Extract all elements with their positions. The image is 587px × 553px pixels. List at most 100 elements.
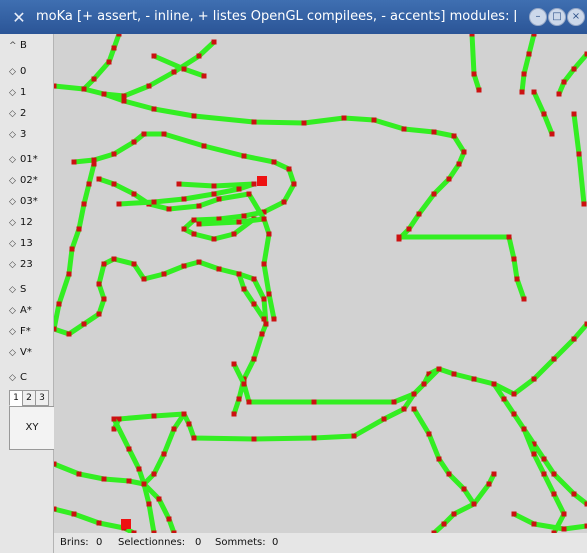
- mesh-vertex[interactable]: [541, 456, 547, 462]
- mesh-vertex[interactable]: [446, 471, 452, 477]
- mesh-vertex[interactable]: [411, 391, 417, 397]
- mesh-vertex[interactable]: [196, 221, 202, 227]
- sidebar-item-12[interactable]: ◇ 12: [9, 215, 33, 231]
- xy-panel[interactable]: XY: [9, 406, 55, 450]
- mesh-vertex[interactable]: [66, 271, 72, 277]
- mesh-vertex[interactable]: [511, 256, 517, 262]
- mesh-vertex[interactable]: [91, 161, 97, 167]
- mesh-vertex[interactable]: [231, 361, 237, 367]
- mesh-vertex[interactable]: [161, 451, 167, 457]
- mesh-vertex[interactable]: [311, 399, 317, 405]
- mesh-vertex[interactable]: [271, 159, 277, 165]
- mesh-vertex[interactable]: [126, 478, 132, 484]
- mesh-vertex[interactable]: [76, 226, 82, 232]
- mesh-vertex[interactable]: [186, 421, 192, 427]
- mesh-vertex[interactable]: [436, 366, 442, 372]
- mesh-vertex[interactable]: [501, 396, 507, 402]
- mesh-vertex[interactable]: [66, 331, 72, 337]
- mesh-edge[interactable]: [82, 34, 122, 91]
- mesh-vertex[interactable]: [261, 216, 267, 222]
- sidebar-item-f[interactable]: ◇ F*: [9, 324, 31, 340]
- mesh-vertex[interactable]: [551, 471, 557, 477]
- sidebar-item-13[interactable]: ◇ 13: [9, 236, 33, 252]
- mesh-vertex[interactable]: [491, 471, 497, 477]
- mesh-vertex[interactable]: [251, 181, 257, 187]
- selected-vertex[interactable]: [121, 519, 131, 529]
- mesh-vertex[interactable]: [511, 411, 517, 417]
- mesh-edge[interactable]: [54, 256, 147, 337]
- mesh-edge[interactable]: [236, 273, 267, 321]
- mesh-edge[interactable]: [519, 34, 537, 93]
- mesh-vertex[interactable]: [531, 376, 537, 382]
- mesh-vertex[interactable]: [236, 219, 242, 225]
- mesh-vertex[interactable]: [511, 511, 517, 517]
- mesh-vertex[interactable]: [471, 501, 477, 507]
- sidebar-item-2[interactable]: ◇ 2: [9, 106, 26, 122]
- mesh-edge[interactable]: [411, 407, 497, 507]
- mesh-vertex[interactable]: [191, 435, 197, 441]
- mesh-vertex[interactable]: [166, 206, 172, 212]
- mesh-edge[interactable]: [143, 259, 200, 282]
- mesh-vertex[interactable]: [121, 93, 127, 99]
- mesh-vertex[interactable]: [151, 53, 157, 59]
- mesh-vertex[interactable]: [391, 399, 397, 405]
- mesh-edge[interactable]: [521, 428, 567, 533]
- mesh-vertex[interactable]: [181, 411, 187, 417]
- mesh-vertex[interactable]: [259, 331, 265, 337]
- mesh-vertex[interactable]: [111, 426, 117, 432]
- mesh-vertex[interactable]: [196, 203, 202, 209]
- map-viewport[interactable]: [54, 34, 587, 533]
- sidebar-item-s[interactable]: ◇ S: [9, 282, 26, 298]
- mesh-vertex[interactable]: [91, 76, 97, 82]
- mesh-vertex[interactable]: [431, 530, 437, 534]
- mesh-vertex[interactable]: [236, 271, 242, 277]
- mesh-vertex[interactable]: [426, 431, 432, 437]
- mesh-edge[interactable]: [98, 176, 250, 212]
- sidebar-item-1[interactable]: ◇ 1: [9, 85, 26, 101]
- mesh-vertex[interactable]: [201, 73, 207, 79]
- mesh-vertex[interactable]: [131, 139, 137, 145]
- tab-2[interactable]: 2: [22, 390, 36, 406]
- mesh-vertex[interactable]: [561, 526, 567, 532]
- mesh-vertex[interactable]: [191, 217, 197, 223]
- mesh-vertex[interactable]: [141, 481, 147, 487]
- mesh-vertex[interactable]: [266, 291, 272, 297]
- mesh-vertex[interactable]: [181, 263, 187, 269]
- mesh-vertex[interactable]: [181, 196, 187, 202]
- maximize-button[interactable]: □: [548, 8, 566, 26]
- mesh-vertex[interactable]: [126, 446, 132, 452]
- mesh-vertex[interactable]: [556, 91, 562, 97]
- mesh-vertex[interactable]: [571, 336, 577, 342]
- mesh-vertex[interactable]: [151, 106, 157, 112]
- mesh-vertex[interactable]: [211, 183, 217, 189]
- mesh-vertex[interactable]: [291, 181, 297, 187]
- mesh-vertex[interactable]: [231, 411, 237, 417]
- mesh-vertex[interactable]: [54, 461, 57, 467]
- mesh-vertex[interactable]: [71, 511, 77, 517]
- mesh-vertex[interactable]: [216, 216, 222, 222]
- mesh-vertex[interactable]: [241, 213, 247, 219]
- mesh-vertex[interactable]: [241, 381, 247, 387]
- mesh-vertex[interactable]: [116, 201, 122, 207]
- mesh-vertex[interactable]: [446, 176, 452, 182]
- mesh-vertex[interactable]: [551, 530, 557, 534]
- mesh-edge[interactable]: [198, 259, 269, 415]
- mesh-vertex[interactable]: [571, 66, 577, 72]
- mesh-vertex[interactable]: [111, 45, 117, 51]
- mesh-vertex[interactable]: [131, 191, 137, 197]
- mesh-vertex[interactable]: [106, 59, 112, 65]
- mesh-vertex[interactable]: [271, 316, 277, 322]
- mesh-vertex[interactable]: [136, 466, 142, 472]
- mesh-vertex[interactable]: [521, 296, 527, 302]
- mesh-vertex[interactable]: [236, 396, 242, 402]
- mesh-vertex[interactable]: [416, 211, 422, 217]
- mesh-vertex[interactable]: [151, 530, 157, 534]
- mesh-vertex[interactable]: [261, 316, 267, 322]
- mesh-vertex[interactable]: [251, 276, 257, 282]
- mesh-vertex[interactable]: [156, 496, 162, 502]
- mesh-vertex[interactable]: [56, 301, 62, 307]
- mesh-vertex[interactable]: [191, 113, 197, 119]
- mesh-vertex[interactable]: [181, 66, 187, 72]
- mesh-vertex[interactable]: [531, 89, 537, 95]
- mesh-vertex[interactable]: [111, 151, 117, 157]
